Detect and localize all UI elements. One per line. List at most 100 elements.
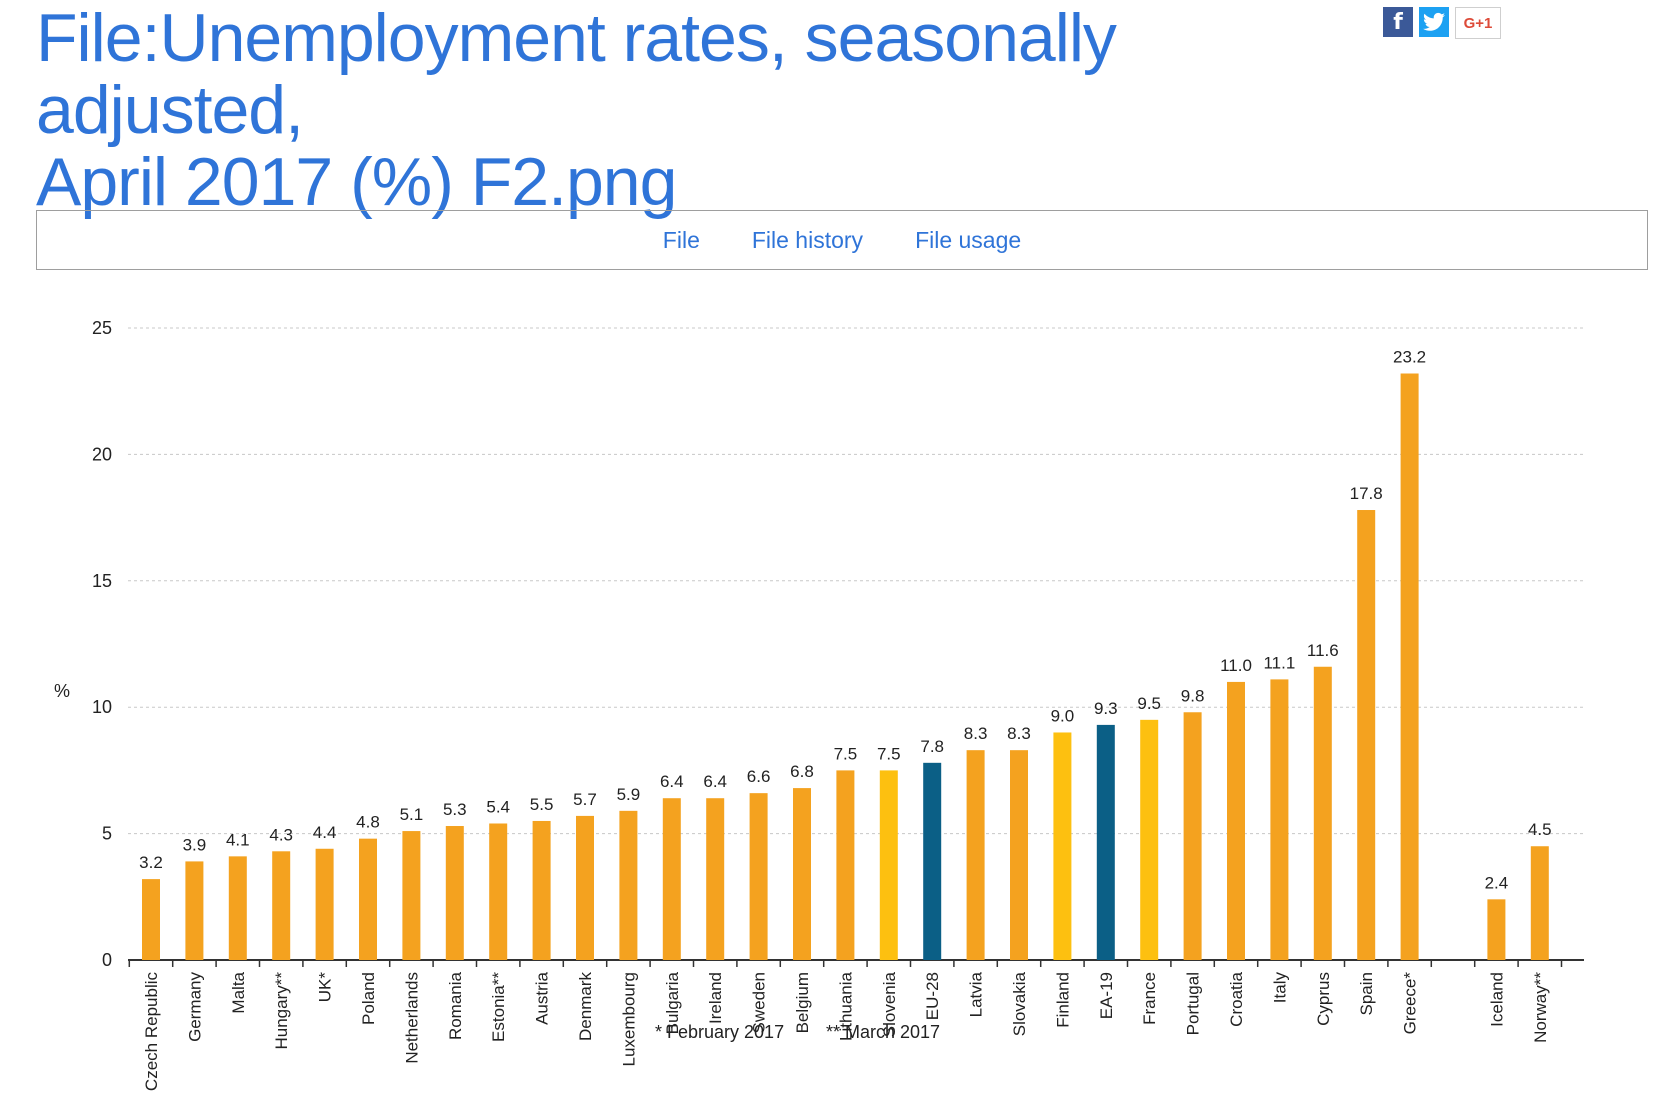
bar-value-label: 5.1 xyxy=(400,805,424,824)
x-category-label: Norway** xyxy=(1531,972,1550,1043)
x-category-label: Italy xyxy=(1270,972,1289,1004)
bar xyxy=(532,820,551,960)
x-category-label: Luxembourg xyxy=(619,972,638,1067)
x-category-label: EU-28 xyxy=(923,972,942,1020)
bar xyxy=(489,823,508,960)
google-plus-share-button[interactable]: G+1 xyxy=(1455,7,1501,39)
bar-value-label: 6.4 xyxy=(703,772,727,791)
bar-value-label: 6.6 xyxy=(747,767,771,786)
x-category-label: Iceland xyxy=(1487,972,1506,1027)
bar-value-label: 5.4 xyxy=(486,797,510,816)
x-category-label: Belgium xyxy=(793,972,812,1033)
bar xyxy=(1227,681,1245,960)
bar-value-label: 8.3 xyxy=(964,724,988,743)
bar xyxy=(662,798,681,960)
x-category-label: Sweden xyxy=(750,972,769,1033)
x-category-label: Cyprus xyxy=(1314,972,1333,1026)
y-axis-label: % xyxy=(54,681,70,701)
x-category-label: Slovenia xyxy=(880,971,899,1037)
bar-value-label: 7.5 xyxy=(834,744,858,763)
bar-value-label: 17.8 xyxy=(1350,484,1383,503)
x-category-label: Hungary** xyxy=(272,972,291,1050)
bar xyxy=(272,851,291,960)
x-category-label: Romania xyxy=(446,971,465,1040)
page-title-line-1: File:Unemployment rates, seasonally adju… xyxy=(36,0,1117,148)
bar-value-label: 5.3 xyxy=(443,800,467,819)
x-category-label: France xyxy=(1140,972,1159,1025)
x-category-label: Ireland xyxy=(706,972,725,1024)
footnote-march: ** March 2017 xyxy=(826,1022,940,1042)
bar-value-label: 4.5 xyxy=(1528,820,1552,839)
bar xyxy=(1530,846,1549,960)
bar-value-label: 9.8 xyxy=(1181,686,1205,705)
bar-value-label: 11.1 xyxy=(1263,653,1295,672)
x-category-label: Poland xyxy=(359,972,378,1025)
x-category-label: Portugal xyxy=(1184,972,1203,1035)
bar xyxy=(228,856,247,960)
bar xyxy=(359,838,377,960)
page-title-line-2: April 2017 (%) F2.png xyxy=(36,144,677,220)
bar xyxy=(1096,724,1115,960)
bar xyxy=(185,861,204,960)
bar xyxy=(1270,679,1289,960)
bar-value-label: 9.3 xyxy=(1094,699,1118,718)
x-category-label: Bulgaria xyxy=(663,971,682,1034)
unemployment-bar-chart: 0 5 10 15 20 25% 3.2 Czech Republic 3.9 Germany 4.… xyxy=(54,318,1584,1092)
bar xyxy=(1357,510,1376,960)
bar-value-label: 7.8 xyxy=(920,737,944,756)
bar-value-label: 8.3 xyxy=(1007,724,1031,743)
twitter-icon xyxy=(1423,12,1445,31)
bar xyxy=(1400,373,1419,960)
bar-value-label: 6.4 xyxy=(660,772,684,791)
bar-value-label: 3.2 xyxy=(139,853,163,872)
bar xyxy=(1053,732,1072,960)
page-title: File:Unemployment rates, seasonally adju… xyxy=(36,2,1336,218)
x-category-label: Latvia xyxy=(967,971,986,1017)
bar xyxy=(142,879,160,960)
x-category-label: Austria xyxy=(533,971,552,1024)
google-plus-icon: G+1 xyxy=(1463,14,1493,32)
bar xyxy=(576,815,594,960)
bar xyxy=(923,762,942,960)
bar xyxy=(749,793,768,960)
bar-value-label: 3.9 xyxy=(183,835,207,854)
bar-value-label: 2.4 xyxy=(1485,873,1509,892)
y-tick-label: 5 xyxy=(102,824,112,844)
bar-value-label: 5.5 xyxy=(530,795,554,814)
bar xyxy=(793,788,811,960)
bar xyxy=(315,848,334,960)
bar xyxy=(836,770,855,960)
facebook-icon: f xyxy=(1393,9,1403,35)
x-category-label: Spain xyxy=(1357,972,1376,1015)
bar xyxy=(706,798,725,960)
tab-file-usage[interactable]: File usage xyxy=(915,226,1022,253)
bar-value-label: 4.3 xyxy=(269,825,293,844)
bar-value-label: 5.9 xyxy=(617,785,641,804)
bar-value-label: 5.7 xyxy=(573,790,597,809)
y-tick-label: 10 xyxy=(92,697,112,717)
tab-file-history[interactable]: File history xyxy=(751,226,864,253)
bar xyxy=(879,770,898,960)
x-category-label: Slovakia xyxy=(1010,971,1029,1036)
facebook-share-button[interactable]: f xyxy=(1383,7,1413,37)
x-category-label: Estonia** xyxy=(489,972,508,1042)
x-category-label: Czech Republic xyxy=(142,972,161,1092)
y-tick-label: 25 xyxy=(92,318,112,338)
social-share-bar: f G+1 xyxy=(1383,7,1501,39)
x-category-label: Lithuania xyxy=(836,971,855,1041)
bar xyxy=(1140,719,1159,960)
y-tick-label: 20 xyxy=(92,444,112,464)
bar xyxy=(619,810,638,960)
bar-value-label: 23.2 xyxy=(1393,348,1426,367)
bar-value-label: 4.1 xyxy=(226,830,250,849)
bar-value-label: 4.4 xyxy=(313,823,337,842)
twitter-share-button[interactable] xyxy=(1419,7,1449,37)
y-tick-label: 0 xyxy=(102,950,112,970)
bar-value-label: 11.6 xyxy=(1307,641,1339,660)
bar xyxy=(966,750,985,960)
file-tabs: File File history File usage xyxy=(36,210,1648,270)
tab-file[interactable]: File xyxy=(662,226,700,253)
x-category-label: EA-19 xyxy=(1097,972,1116,1019)
x-category-label: Greece* xyxy=(1401,972,1420,1035)
y-tick-label: 15 xyxy=(92,571,112,591)
